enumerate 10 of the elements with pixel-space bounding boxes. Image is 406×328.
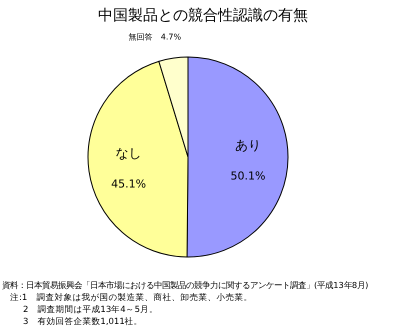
- chart-title: 中国製品との競合性認識の有無: [98, 6, 308, 24]
- data-label: 45.1%: [111, 178, 146, 191]
- text: 2 調査期間は平成13年4～5月。: [23, 304, 158, 315]
- slice-label: 無回答 4.7%: [128, 32, 182, 42]
- text: 3 有効回答企業数1,011社。: [23, 316, 143, 327]
- slice-label: なし: [116, 146, 142, 162]
- slice-label: あり: [235, 138, 261, 154]
- data-label: 50.1%: [230, 169, 266, 182]
- text: 資料：日本貿易振興会「日本市場における中国製品の競争力に関するアンケート調査」(平成13年8月): [2, 280, 368, 290]
- text: 注:1 調査対象は我が国の製造業、商社、卸売業、小売業。: [10, 292, 252, 303]
